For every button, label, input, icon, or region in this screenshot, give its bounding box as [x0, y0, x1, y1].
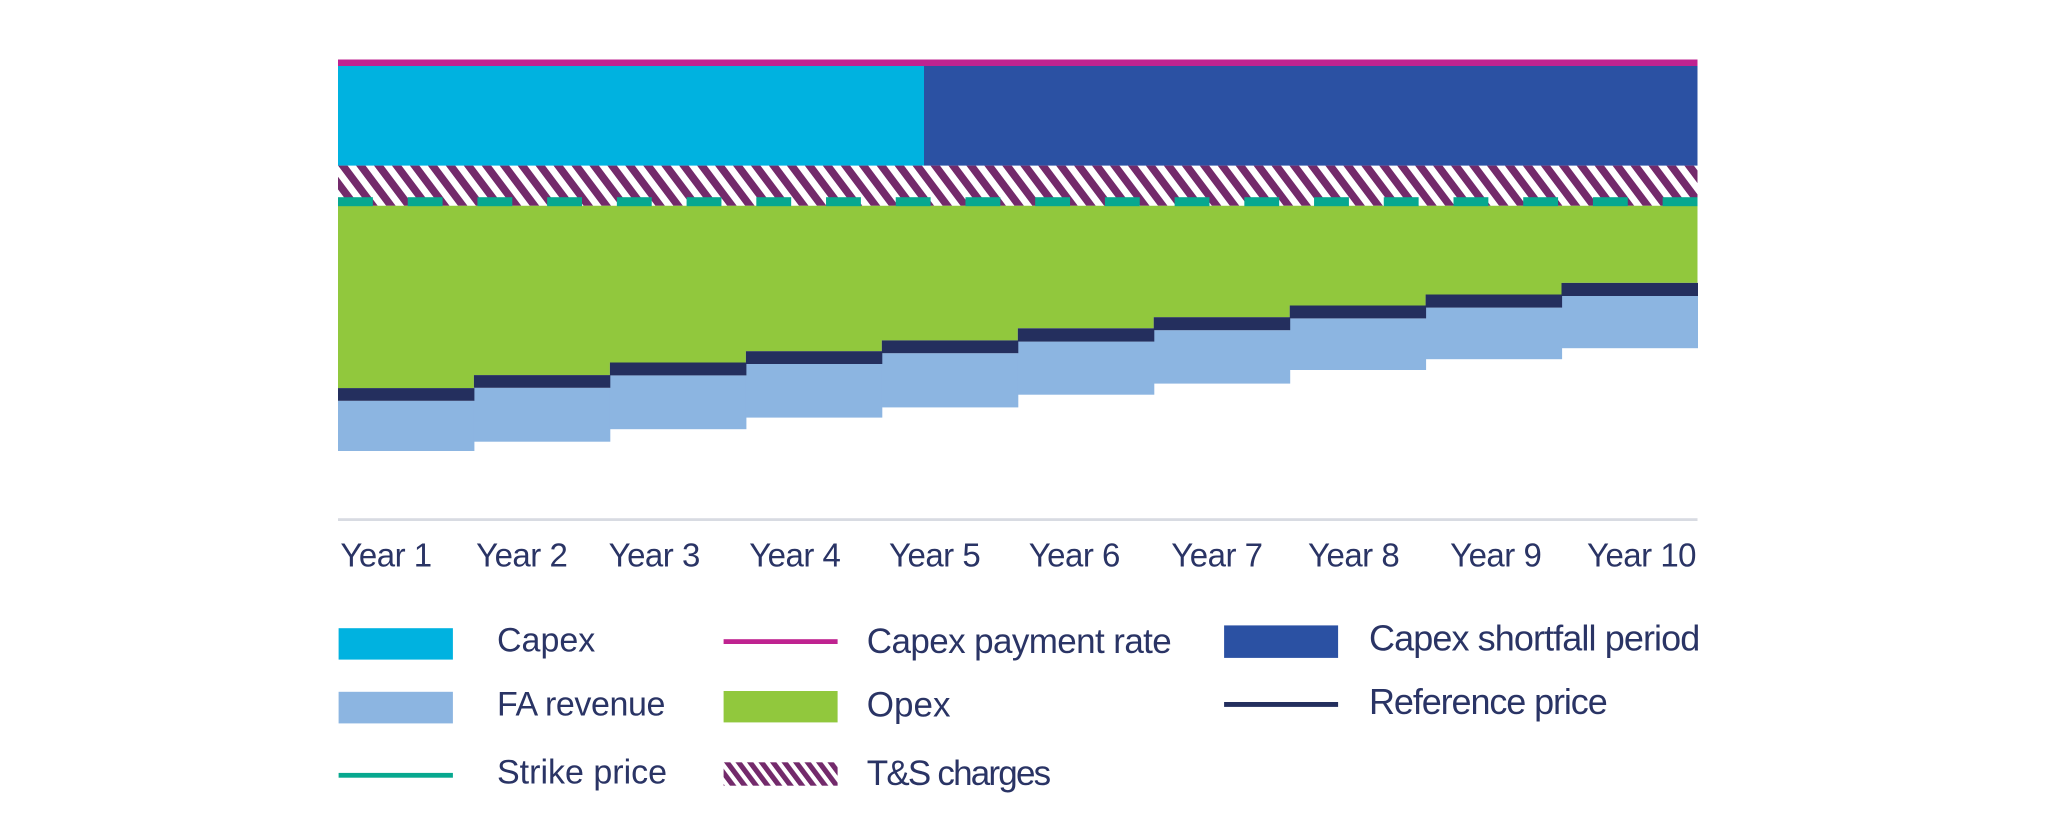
svg-text:FA revenue: FA revenue [497, 686, 665, 724]
svg-text:Strike price: Strike price [497, 754, 667, 792]
svg-text:Year 1: Year 1 [340, 537, 431, 574]
svg-text:Capex shortfall period: Capex shortfall period [1369, 618, 1699, 659]
svg-text:Year 9: Year 9 [1450, 537, 1541, 574]
svg-text:Year 8: Year 8 [1308, 537, 1399, 574]
svg-text:Year 2: Year 2 [476, 537, 567, 574]
svg-text:Year 10: Year 10 [1587, 537, 1696, 574]
svg-text:Year 7: Year 7 [1171, 537, 1262, 574]
svg-text:Year 3: Year 3 [609, 537, 700, 574]
svg-text:Reference price: Reference price [1369, 681, 1607, 722]
svg-text:Year 4: Year 4 [749, 537, 840, 574]
svg-text:Year 5: Year 5 [889, 537, 980, 574]
svg-text:Year 6: Year 6 [1029, 537, 1120, 574]
svg-text:Capex payment rate: Capex payment rate [867, 622, 1171, 661]
svg-text:Opex: Opex [867, 686, 951, 725]
svg-text:Capex: Capex [497, 622, 595, 660]
svg-text:T&S charges: T&S charges [867, 754, 1051, 793]
